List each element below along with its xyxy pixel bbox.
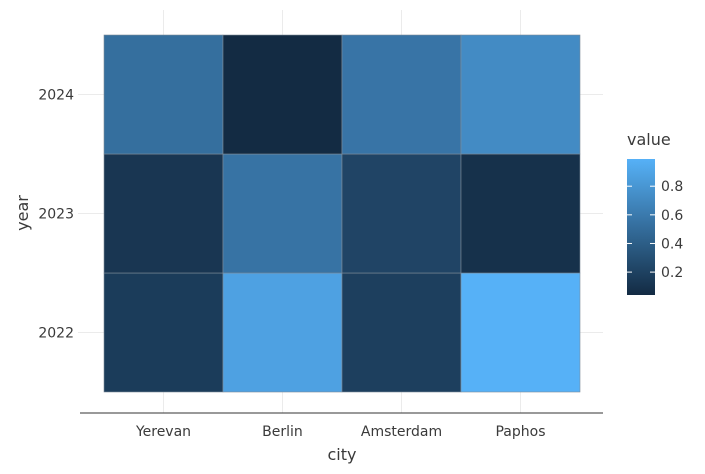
heatmap-cell (222, 153, 343, 274)
heatmap-cell (341, 34, 462, 155)
x-tick-label: Yerevan (135, 424, 191, 440)
y-tick-label: 2024 (38, 88, 74, 104)
heatmap-cell (103, 153, 224, 274)
x-tick-labels: Yerevan Berlin Amsterdam Paphos (135, 424, 546, 440)
heatmap-cell (341, 272, 462, 393)
x-axis-title: city (328, 445, 357, 464)
heatmap-cell (341, 153, 462, 274)
heatmap-cells (103, 34, 581, 393)
legend-tick-label: 0.4 (661, 236, 683, 252)
x-tick-label: Amsterdam (361, 424, 442, 440)
heatmap-cell (103, 272, 224, 393)
heatmap-cell (460, 272, 581, 393)
y-tick-labels: 2022 2023 2024 (38, 88, 82, 342)
y-tick-label: 2023 (38, 207, 74, 223)
legend-title: value (627, 130, 671, 149)
legend-color-bar (627, 159, 655, 295)
heatmap-cell (460, 34, 581, 155)
x-tick-label: Berlin (262, 424, 303, 440)
y-axis-title: year (13, 195, 32, 231)
x-tick-label: Paphos (495, 424, 545, 440)
heatmap-cell (103, 34, 224, 155)
legend: value 0.2 0.4 0.6 0.8 (627, 130, 683, 295)
heatmap-cell (222, 272, 343, 393)
heatmap-cell (460, 153, 581, 274)
legend-ticks: 0.2 0.4 0.6 0.8 (627, 179, 683, 281)
legend-tick-label: 0.8 (661, 179, 683, 195)
legend-tick-label: 0.2 (661, 265, 683, 281)
legend-tick-label: 0.6 (661, 208, 683, 224)
y-tick-label: 2022 (38, 326, 74, 342)
heatmap-cell (222, 34, 343, 155)
